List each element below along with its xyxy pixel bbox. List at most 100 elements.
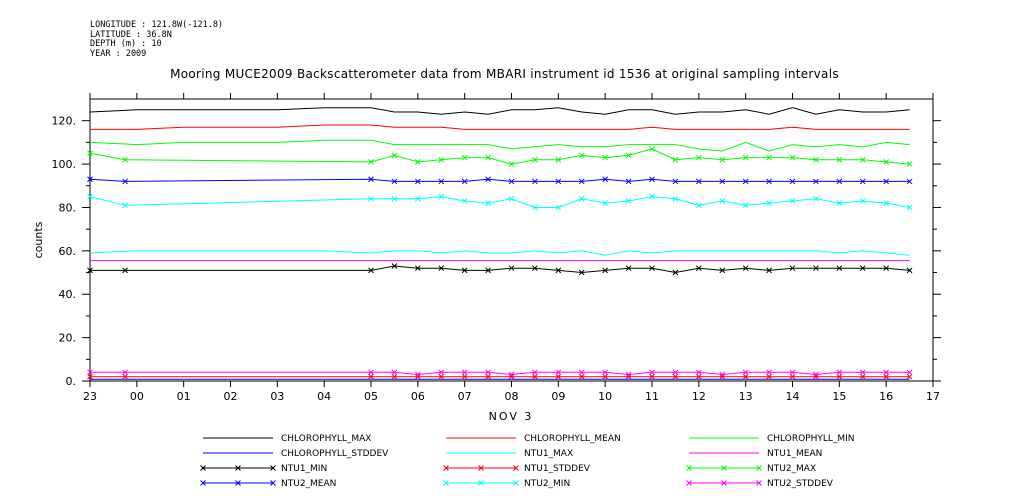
data-point-ntu1-stddev bbox=[836, 373, 843, 380]
data-point-ntu2-min bbox=[555, 204, 562, 211]
legend-marker-ntu2-max bbox=[721, 465, 727, 471]
plot-frame bbox=[89, 98, 934, 382]
data-point-ntu2-mean bbox=[649, 176, 655, 183]
data-point-ntu1-min bbox=[625, 265, 632, 272]
x-tick-label: 01 bbox=[177, 390, 191, 403]
legend-label-ntu2-mean: NTU2_MEAN bbox=[281, 479, 336, 489]
legend-marker-ntu1-stddev bbox=[478, 465, 484, 471]
legend-marker-ntu1-min bbox=[200, 465, 206, 471]
data-point-ntu2-mean bbox=[766, 178, 772, 185]
data-point-ntu2-mean bbox=[508, 178, 515, 185]
legend-marker-ntu1-stddev bbox=[513, 465, 519, 471]
x-axis-label: NOV 3 bbox=[489, 410, 534, 423]
data-point-ntu2-max bbox=[695, 154, 702, 161]
longitude-label: LONGITUDE : 121.8W(-121.8) bbox=[90, 20, 224, 30]
data-point-ntu2-max bbox=[813, 156, 819, 163]
legend-marker-ntu2-min bbox=[478, 480, 484, 486]
series-line-ntu2-max bbox=[89, 148, 910, 165]
data-point-ntu1-min bbox=[672, 269, 679, 276]
data-point-ntu2-stddev bbox=[122, 369, 128, 376]
x-tick-label: 02 bbox=[224, 390, 238, 403]
x-tick-label: 13 bbox=[739, 390, 753, 403]
data-point-ntu2-stddev bbox=[555, 369, 562, 376]
data-point-ntu1-stddev bbox=[532, 373, 538, 380]
legend-marker-ntu1-min bbox=[270, 465, 276, 471]
data-point-ntu1-stddev bbox=[578, 373, 585, 380]
data-point-ntu1-stddev bbox=[742, 373, 749, 380]
legend-label-chlorophyll-mean: CHLOROPHYLL_MEAN bbox=[524, 434, 621, 444]
data-point-ntu2-max bbox=[602, 154, 609, 161]
data-point-ntu1-stddev bbox=[391, 373, 398, 380]
data-point-ntu2-stddev bbox=[883, 369, 890, 376]
data-point-ntu2-stddev bbox=[625, 371, 632, 378]
data-point-ntu2-stddev bbox=[719, 371, 726, 378]
year-label: YEAR : 2009 bbox=[90, 48, 147, 59]
data-point-ntu1-stddev bbox=[789, 373, 796, 380]
legend-label-ntu2-stddev: NTU2_STDDEV bbox=[767, 479, 834, 489]
data-point-ntu2-stddev bbox=[789, 369, 796, 376]
metadata-block: LONGITUDE : 121.8W(-121.8) LATITUDE : 36… bbox=[90, 20, 224, 59]
data-point-ntu2-mean bbox=[555, 178, 562, 185]
data-point-ntu2-mean bbox=[883, 178, 890, 185]
data-point-ntu1-stddev bbox=[87, 373, 93, 380]
data-point-ntu2-mean bbox=[813, 178, 819, 185]
x-tick-label: 11 bbox=[645, 390, 659, 403]
legend-marker-ntu2-stddev bbox=[721, 480, 727, 486]
data-point-ntu2-min bbox=[883, 200, 890, 206]
data-point-ntu2-mean bbox=[438, 178, 445, 185]
data-point-ntu2-min bbox=[508, 195, 515, 202]
x-tick-label: 12 bbox=[692, 390, 706, 403]
data-point-ntu1-stddev bbox=[719, 373, 726, 380]
data-point-ntu2-mean bbox=[391, 178, 398, 185]
data-point-ntu2-stddev bbox=[742, 369, 749, 376]
data-point-ntu1-stddev bbox=[368, 373, 374, 380]
data-point-ntu1-stddev bbox=[485, 373, 491, 380]
data-point-ntu1-stddev bbox=[672, 373, 679, 380]
data-point-ntu2-max bbox=[859, 156, 866, 163]
data-point-ntu1-stddev bbox=[813, 373, 819, 380]
legend-label-ntu1-stddev: NTU1_STDDEV bbox=[524, 464, 591, 474]
x-tick-label: 07 bbox=[458, 390, 472, 403]
data-point-ntu2-max bbox=[766, 154, 772, 161]
data-point-ntu2-mean bbox=[485, 176, 491, 183]
legend-marker-ntu2-min bbox=[443, 480, 449, 486]
data-point-ntu2-min bbox=[672, 195, 679, 202]
data-point-ntu2-stddev bbox=[602, 369, 609, 376]
data-point-ntu2-max bbox=[742, 154, 749, 161]
data-point-ntu1-min bbox=[555, 267, 562, 274]
data-point-ntu2-stddev bbox=[368, 369, 374, 376]
data-point-ntu2-max bbox=[461, 154, 468, 161]
data-point-ntu2-stddev bbox=[836, 369, 843, 376]
legend-marker-ntu2-mean bbox=[270, 480, 276, 486]
data-point-ntu2-min bbox=[906, 204, 913, 211]
series-line-ntu2-mean bbox=[89, 178, 910, 182]
data-point-ntu2-max bbox=[578, 152, 585, 159]
data-point-ntu2-max bbox=[906, 161, 913, 167]
data-point-ntu2-mean bbox=[87, 176, 93, 183]
data-point-ntu2-stddev bbox=[87, 369, 93, 376]
data-point-ntu2-stddev bbox=[766, 369, 772, 376]
legend-marker-ntu2-stddev bbox=[686, 480, 692, 486]
legend-marker-ntu1-stddev bbox=[443, 465, 449, 471]
x-tick-label: 08 bbox=[505, 390, 519, 403]
legend-label-ntu2-min: NTU2_MIN bbox=[524, 479, 570, 489]
y-tick-label: 80. bbox=[59, 201, 77, 214]
legend-label-ntu1-mean: NTU1_MEAN bbox=[767, 449, 822, 459]
legend-marker-ntu2-max bbox=[756, 465, 762, 471]
x-tick-label: 00 bbox=[130, 390, 144, 403]
y-axis-label: counts bbox=[32, 221, 45, 258]
legend-label-ntu1-max: NTU1_MAX bbox=[524, 449, 573, 459]
data-point-ntu2-max bbox=[672, 156, 679, 163]
data-point-ntu2-mean bbox=[906, 178, 913, 185]
data-point-ntu2-stddev bbox=[906, 369, 913, 376]
data-point-ntu2-stddev bbox=[578, 369, 585, 376]
data-point-ntu2-min bbox=[485, 200, 491, 206]
data-point-ntu2-max bbox=[508, 161, 515, 167]
y-tick-label: 60. bbox=[59, 245, 77, 258]
data-point-ntu2-min bbox=[414, 195, 421, 202]
data-point-ntu1-min bbox=[391, 263, 398, 269]
series-line-ntu1-max bbox=[89, 250, 910, 256]
data-point-ntu2-stddev bbox=[813, 371, 819, 378]
data-point-ntu1-min bbox=[906, 267, 913, 274]
data-point-ntu1-min bbox=[578, 269, 585, 276]
